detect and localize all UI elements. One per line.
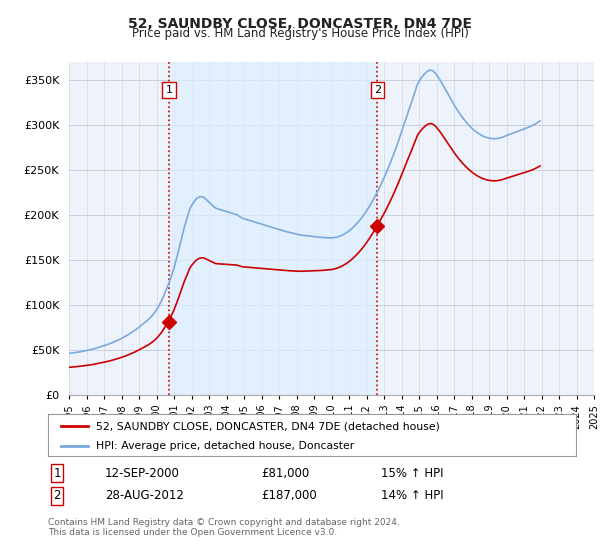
Text: 14% ↑ HPI: 14% ↑ HPI xyxy=(381,489,443,502)
Text: 28-AUG-2012: 28-AUG-2012 xyxy=(105,489,184,502)
Text: 15% ↑ HPI: 15% ↑ HPI xyxy=(381,466,443,480)
Text: 52, SAUNDBY CLOSE, DONCASTER, DN4 7DE: 52, SAUNDBY CLOSE, DONCASTER, DN4 7DE xyxy=(128,17,472,31)
Text: 2: 2 xyxy=(374,85,381,95)
Bar xyxy=(169,62,377,395)
Text: Contains HM Land Registry data © Crown copyright and database right 2024.
This d: Contains HM Land Registry data © Crown c… xyxy=(48,518,400,538)
Text: £81,000: £81,000 xyxy=(261,466,309,480)
Text: HPI: Average price, detached house, Doncaster: HPI: Average price, detached house, Donc… xyxy=(95,441,354,451)
Text: Price paid vs. HM Land Registry's House Price Index (HPI): Price paid vs. HM Land Registry's House … xyxy=(131,27,469,40)
Text: 2: 2 xyxy=(53,489,61,502)
Text: 1: 1 xyxy=(53,466,61,480)
Text: 52, SAUNDBY CLOSE, DONCASTER, DN4 7DE (detached house): 52, SAUNDBY CLOSE, DONCASTER, DN4 7DE (d… xyxy=(95,421,439,431)
Text: 1: 1 xyxy=(166,85,172,95)
Text: 12-SEP-2000: 12-SEP-2000 xyxy=(105,466,180,480)
Text: £187,000: £187,000 xyxy=(261,489,317,502)
